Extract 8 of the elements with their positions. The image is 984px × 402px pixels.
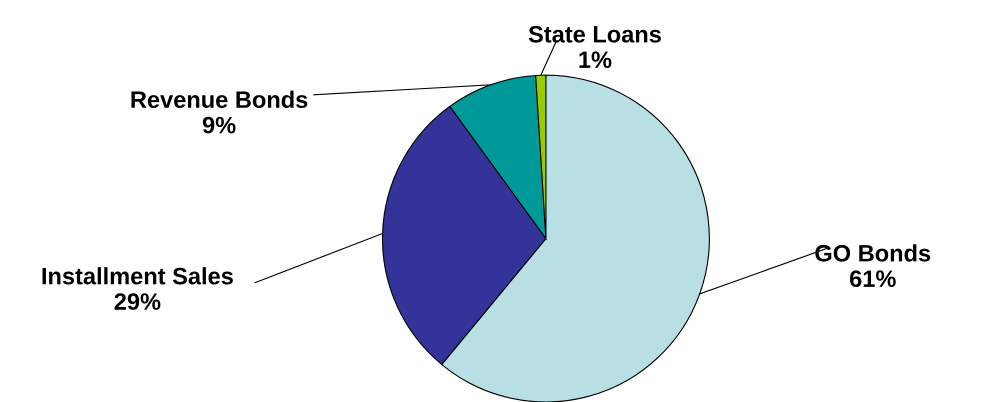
slice-label: GO Bonds <box>815 244 930 262</box>
data-label: 1% <box>579 51 612 68</box>
data-label: 9% <box>202 116 236 134</box>
slice-label: State Loans <box>528 26 661 43</box>
data-label: 29% <box>114 293 160 310</box>
data-label: 61% <box>850 270 896 288</box>
slice-label: Installment Sales <box>42 267 233 284</box>
slice-label: Revenue Bonds <box>131 90 308 108</box>
